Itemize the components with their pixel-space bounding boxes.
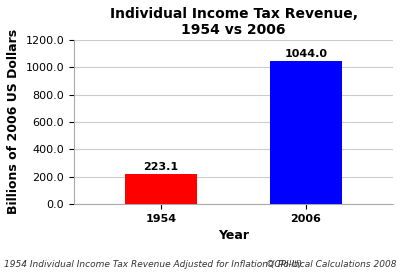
Text: 1044.0: 1044.0: [284, 49, 328, 59]
Y-axis label: Billions of 2006 US Dollars: Billions of 2006 US Dollars: [7, 29, 20, 215]
Text: 223.1: 223.1: [144, 162, 178, 172]
Text: © Political Calculations 2008: © Political Calculations 2008: [266, 259, 396, 269]
Text: 1954 Individual Income Tax Revenue Adjusted for Inflation (CPI-U): 1954 Individual Income Tax Revenue Adjus…: [4, 259, 302, 269]
X-axis label: Year: Year: [218, 229, 249, 242]
Title: Individual Income Tax Revenue,
1954 vs 2006: Individual Income Tax Revenue, 1954 vs 2…: [110, 7, 358, 37]
Bar: [125, 173, 197, 204]
Bar: [270, 61, 342, 204]
